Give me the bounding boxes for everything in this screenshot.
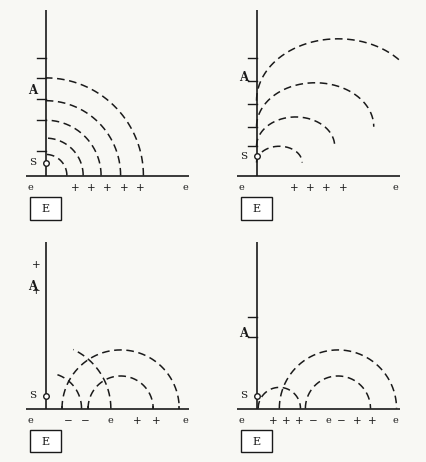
Text: A: A: [28, 280, 37, 293]
Text: E: E: [42, 437, 50, 447]
Text: e: e: [393, 183, 399, 192]
Text: +: +: [282, 416, 290, 426]
Text: +: +: [120, 183, 128, 193]
Text: E: E: [42, 204, 50, 214]
Text: e: e: [108, 416, 114, 425]
Text: −: −: [337, 416, 345, 426]
Text: S: S: [29, 391, 36, 400]
Text: e: e: [393, 416, 399, 425]
Text: +: +: [268, 416, 277, 426]
Text: −: −: [81, 416, 89, 426]
Text: +: +: [103, 183, 112, 193]
Text: +: +: [32, 260, 40, 270]
FancyBboxPatch shape: [30, 430, 61, 452]
Text: +: +: [152, 416, 161, 426]
Text: e: e: [238, 416, 244, 425]
Text: +: +: [339, 183, 347, 193]
Text: e: e: [325, 416, 331, 425]
Text: e: e: [238, 183, 244, 192]
Text: e: e: [27, 416, 33, 425]
Text: e: e: [182, 416, 188, 425]
Text: E: E: [253, 437, 261, 447]
Text: +: +: [87, 183, 95, 193]
Text: S: S: [240, 391, 247, 400]
Text: +: +: [322, 183, 331, 193]
Text: +: +: [132, 416, 141, 426]
Text: +: +: [368, 416, 377, 426]
Text: A: A: [239, 72, 248, 85]
Text: +: +: [136, 183, 144, 193]
Text: e: e: [182, 183, 188, 192]
Text: +: +: [294, 416, 303, 426]
Text: −: −: [64, 416, 73, 426]
Text: +: +: [290, 183, 298, 193]
FancyBboxPatch shape: [241, 197, 272, 219]
Text: S: S: [29, 158, 36, 167]
Text: +: +: [306, 183, 314, 193]
FancyBboxPatch shape: [30, 197, 61, 219]
Text: S: S: [240, 152, 247, 160]
Text: A: A: [239, 327, 248, 340]
Text: +: +: [32, 286, 40, 296]
FancyBboxPatch shape: [241, 430, 272, 452]
Text: −: −: [309, 416, 318, 426]
Text: +: +: [71, 183, 79, 193]
Text: e: e: [27, 183, 33, 192]
Text: E: E: [253, 204, 261, 214]
Text: A: A: [28, 85, 37, 97]
Text: +: +: [353, 416, 362, 426]
